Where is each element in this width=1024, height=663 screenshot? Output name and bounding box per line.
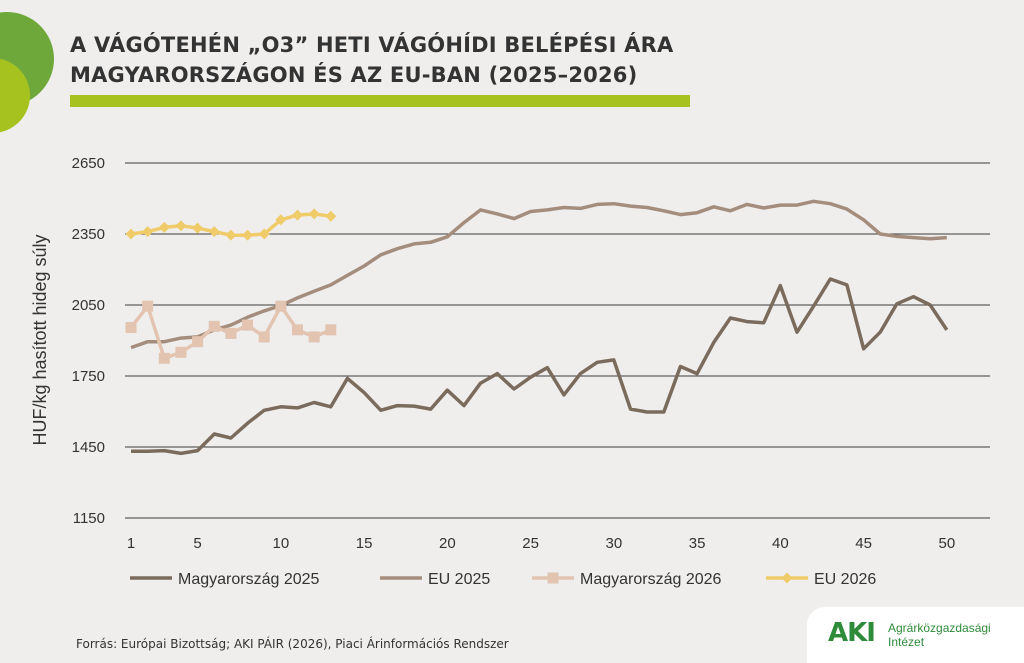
y-tick-label: 1150 (73, 510, 105, 527)
data-point-eu-2026 (258, 228, 270, 240)
data-point-magyarorsz-g-2026 (292, 324, 303, 336)
data-point-eu-2026 (175, 220, 187, 232)
data-point-eu-2026 (192, 222, 204, 234)
source-note: Forrás: Európai Bizottság; AKI PÁIR (202… (76, 637, 509, 651)
data-point-magyarorsz-g-2026 (308, 331, 320, 343)
institute-name: Agrárközgazdasági Intézet (888, 621, 1018, 649)
data-point-magyarorsz-g-2026 (142, 300, 154, 312)
y-tick-label: 1750 (72, 368, 105, 385)
data-point-eu-2026 (242, 229, 254, 241)
x-tick-label: 30 (606, 535, 623, 552)
legend-label-magyarorsz-g-2025: Magyarország 2025 (178, 571, 320, 588)
title-underline-bar (70, 95, 690, 107)
chart-title-line1: A VÁGÓTEHÉN „O3” HETI VÁGÓHÍDI BELÉPÉSI … (70, 33, 674, 57)
chart-title-line2: MAGYARORSZÁGON ÉS AZ EU-BAN (2025–2026) (70, 63, 638, 87)
data-point-eu-2026 (208, 226, 220, 238)
data-point-magyarorsz-g-2026 (225, 327, 237, 339)
y-tick-label: 2350 (72, 226, 105, 243)
data-point-magyarorsz-g-2026 (175, 346, 187, 358)
x-tick-label: 5 (193, 535, 201, 552)
x-tick-label: 45 (855, 535, 872, 552)
aki-logo: AKI (828, 618, 876, 648)
y-axis-label: HUF/kg hasított hideg súly (30, 234, 50, 445)
data-point-eu-2026 (142, 226, 154, 238)
x-tick-label: 1 (127, 535, 135, 552)
data-point-magyarorsz-g-2026 (258, 331, 270, 343)
data-point-magyarorsz-g-2026 (325, 324, 337, 336)
data-point-magyarorsz-g-2026 (242, 319, 254, 331)
x-tick-label: 40 (772, 535, 789, 552)
x-tick-label: 35 (689, 535, 706, 552)
institute-name-line1: Agrárközgazdasági (888, 621, 991, 635)
data-point-eu-2026 (325, 210, 337, 222)
legend-marker-eu-2026 (781, 572, 793, 584)
data-point-eu-2026 (158, 221, 170, 233)
legend-marker-magyarorsz-g-2026 (547, 572, 559, 584)
chart-title: A VÁGÓTEHÉN „O3” HETI VÁGÓHÍDI BELÉPÉSI … (70, 30, 770, 90)
y-tick-label: 1450 (72, 439, 105, 456)
data-point-eu-2026 (308, 208, 320, 220)
data-point-magyarorsz-g-2026 (125, 321, 137, 333)
x-tick-label: 25 (522, 535, 539, 552)
data-point-magyarorsz-g-2026 (208, 320, 220, 332)
series-line-eu-2025 (130, 199, 947, 350)
data-point-magyarorsz-g-2026 (158, 352, 170, 364)
logo-panel (807, 607, 1024, 663)
data-point-eu-2026 (125, 228, 137, 240)
x-tick-label: 20 (439, 535, 456, 552)
x-tick-label: 50 (939, 535, 956, 552)
institute-name-line2: Intézet (888, 635, 925, 649)
legend-label-eu-2025: EU 2025 (428, 571, 490, 588)
series-line-magyarorsz-g-2025 (131, 277, 949, 456)
data-point-eu-2026 (225, 229, 237, 241)
x-tick-label: 15 (356, 535, 373, 552)
y-tick-label: 2650 (72, 155, 105, 172)
legend-label-magyarorsz-g-2026: Magyarország 2026 (580, 571, 722, 588)
legend-label-eu-2026: EU 2026 (814, 571, 876, 588)
data-point-magyarorsz-g-2026 (275, 300, 287, 312)
x-tick-label: 10 (273, 535, 290, 552)
y-tick-label: 2050 (72, 297, 105, 314)
data-point-eu-2026 (275, 214, 287, 226)
data-point-magyarorsz-g-2026 (192, 336, 204, 348)
data-point-eu-2026 (292, 209, 303, 221)
